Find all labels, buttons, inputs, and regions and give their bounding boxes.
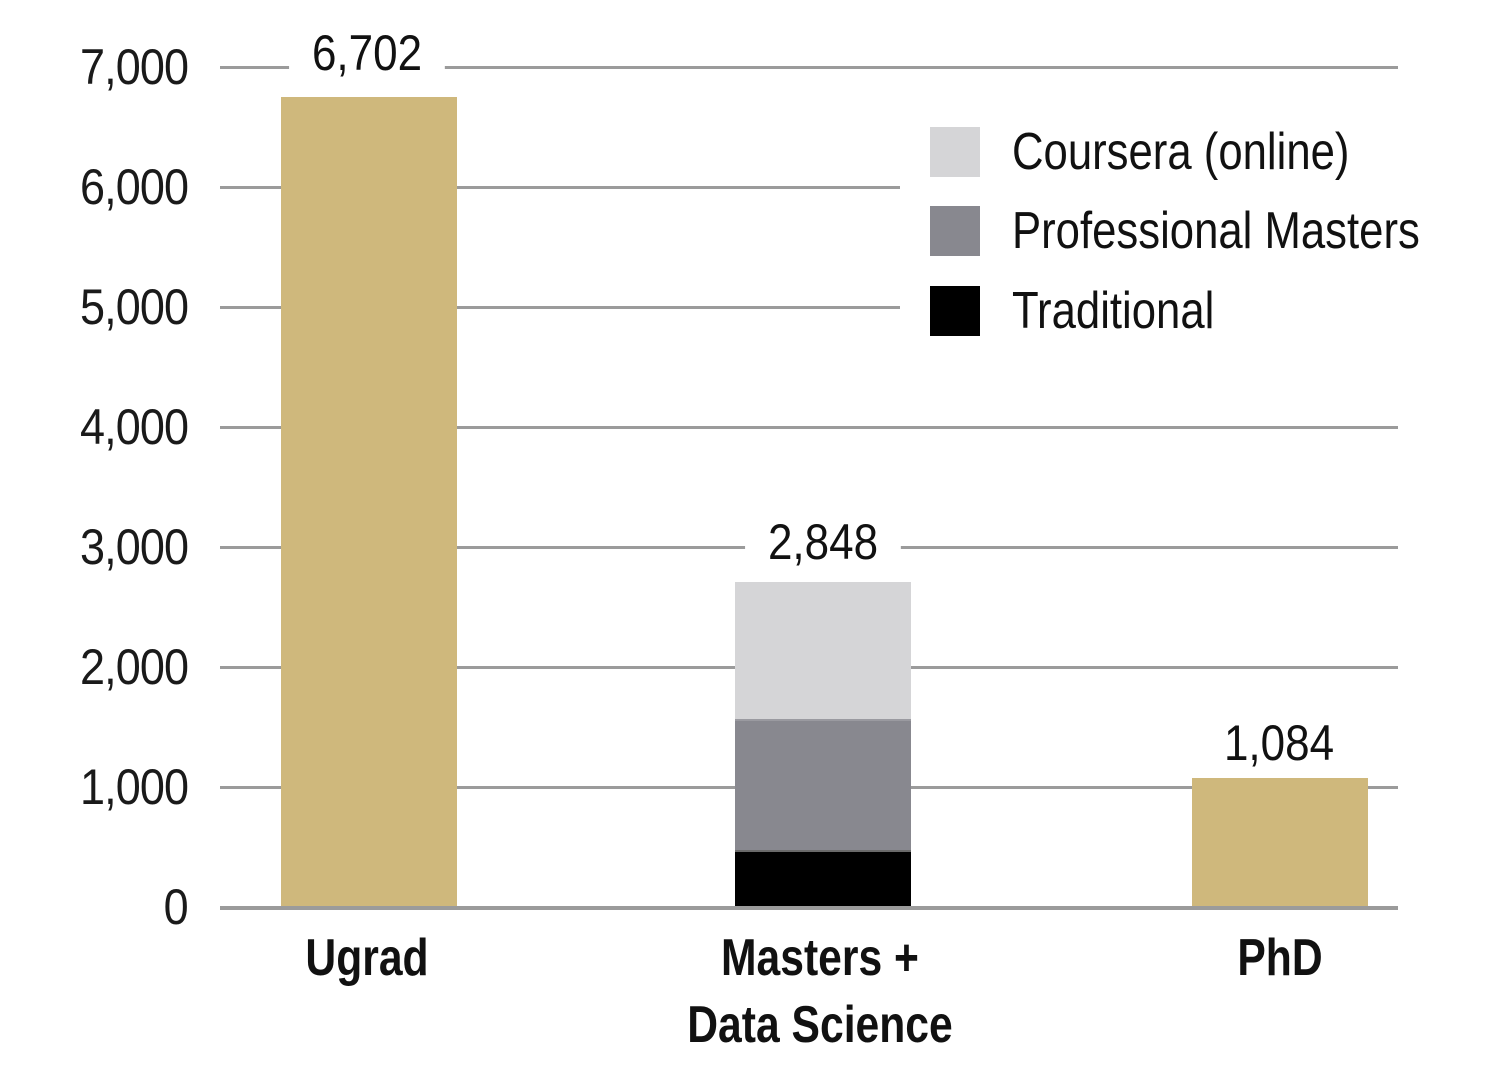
value-label-masters: 2,848 [745, 517, 901, 567]
bar-masters-stack [735, 582, 911, 907]
y-tick-5000: 5,000 [79, 279, 189, 335]
segment-coursera [735, 582, 911, 719]
legend-swatch-professional-masters [930, 206, 980, 256]
legend-item-coursera: Coursera (online) [930, 123, 1414, 181]
x-label-ugrad: Ugrad [305, 929, 429, 987]
segment-professional-masters [735, 719, 911, 850]
y-tick-3000: 3,000 [79, 519, 189, 575]
x-axis-baseline [220, 906, 1398, 910]
y-tick-1000: 1,000 [79, 759, 189, 815]
segment-traditional [735, 850, 911, 907]
legend-swatch-traditional [930, 286, 980, 336]
legend-item-professional-masters: Professional Masters [930, 202, 1498, 260]
x-label-phd: PhD [1237, 929, 1323, 987]
legend-item-traditional: Traditional [930, 282, 1253, 340]
x-label-masters-line1: Masters + [721, 929, 919, 987]
legend-background [900, 110, 1440, 350]
y-tick-2000: 2,000 [79, 639, 189, 695]
y-tick-7000: 7,000 [79, 39, 189, 95]
value-label-ugrad: 6,702 [289, 28, 445, 78]
legend-label-coursera: Coursera (online) [1012, 123, 1350, 181]
legend-label-traditional: Traditional [1012, 282, 1215, 340]
x-label-masters-line2: Data Science [687, 996, 953, 1054]
legend-label-professional-masters: Professional Masters [1012, 202, 1420, 260]
y-tick-0: 0 [163, 879, 189, 935]
value-label-phd: 1,084 [1223, 715, 1335, 771]
y-tick-6000: 6,000 [79, 159, 189, 215]
gridline-4000 [220, 426, 1398, 429]
y-tick-4000: 4,000 [79, 399, 189, 455]
gridline-7000 [220, 66, 1398, 69]
bar-phd [1192, 778, 1368, 907]
bar-ugrad [281, 97, 457, 907]
gridline-5000 [220, 306, 1398, 309]
legend-swatch-coursera [930, 127, 980, 177]
gridline-6000 [220, 186, 1398, 189]
